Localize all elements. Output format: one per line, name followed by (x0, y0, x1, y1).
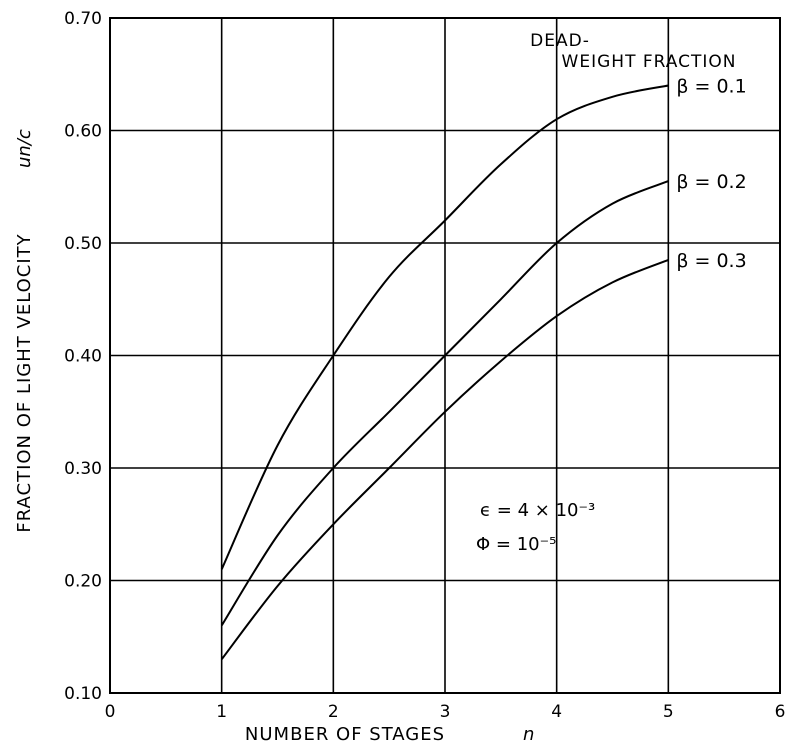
y-tick-label: 0.10 (64, 684, 102, 704)
legend-title-line2: WEIGHT FRACTION (562, 52, 737, 72)
y-tick-label: 0.60 (64, 122, 102, 142)
y-tick-label: 0.40 (64, 347, 102, 367)
legend-title-line1: DEAD- (530, 31, 590, 51)
annotation-phi: Φ = 10⁻⁵ (476, 534, 556, 555)
series-label-1: β = 0.1 (676, 76, 746, 98)
x-tick-label: 5 (663, 702, 674, 722)
y-tick-label: 0.20 (64, 572, 102, 592)
series-layer: β = 0.1 β = 0.2 β = 0.3 (220, 76, 747, 660)
y-tick-label: 0.50 (64, 234, 102, 254)
x-tick-label: 4 (551, 702, 562, 722)
y-tick-label: 0.70 (64, 9, 102, 29)
x-tick-label: 3 (440, 702, 451, 722)
grid (110, 18, 780, 693)
y-axis-label: FRACTION OF LIGHT VELOCITY un/c (14, 129, 35, 533)
x-tick-label: 2 (328, 702, 339, 722)
annotation-epsilon-text: ϵ = 4 × 10⁻³ (480, 500, 595, 521)
series-line-2 (220, 180, 669, 627)
x-axis-label: NUMBER OF STAGES n (245, 724, 534, 745)
series-line-1 (220, 84, 669, 570)
x-axis-symbol: n (523, 724, 534, 745)
y-tick-label: 0.30 (64, 459, 102, 479)
series-label-2: β = 0.2 (676, 171, 746, 193)
series-label-3: β = 0.3 (676, 250, 746, 272)
annotation-phi-text: Φ = 10⁻⁵ (476, 534, 556, 555)
annotation-epsilon: ϵ = 4 × 10⁻³ (480, 500, 595, 521)
x-tick-label: 6 (775, 702, 786, 722)
x-tick-label: 1 (216, 702, 227, 722)
series-line-3 (220, 258, 669, 660)
plot-frame (109, 17, 781, 694)
x-axis-title: NUMBER OF STAGES (245, 724, 445, 745)
y-axis-symbol: un/c (14, 129, 35, 168)
x-tick-label: 0 (105, 702, 116, 722)
tick-labels: 0 1 2 3 4 5 6 0.10 0.20 0.30 0.40 0.50 0.60 0.70 (64, 9, 785, 722)
y-axis-title: FRACTION OF LIGHT VELOCITY (14, 233, 35, 532)
